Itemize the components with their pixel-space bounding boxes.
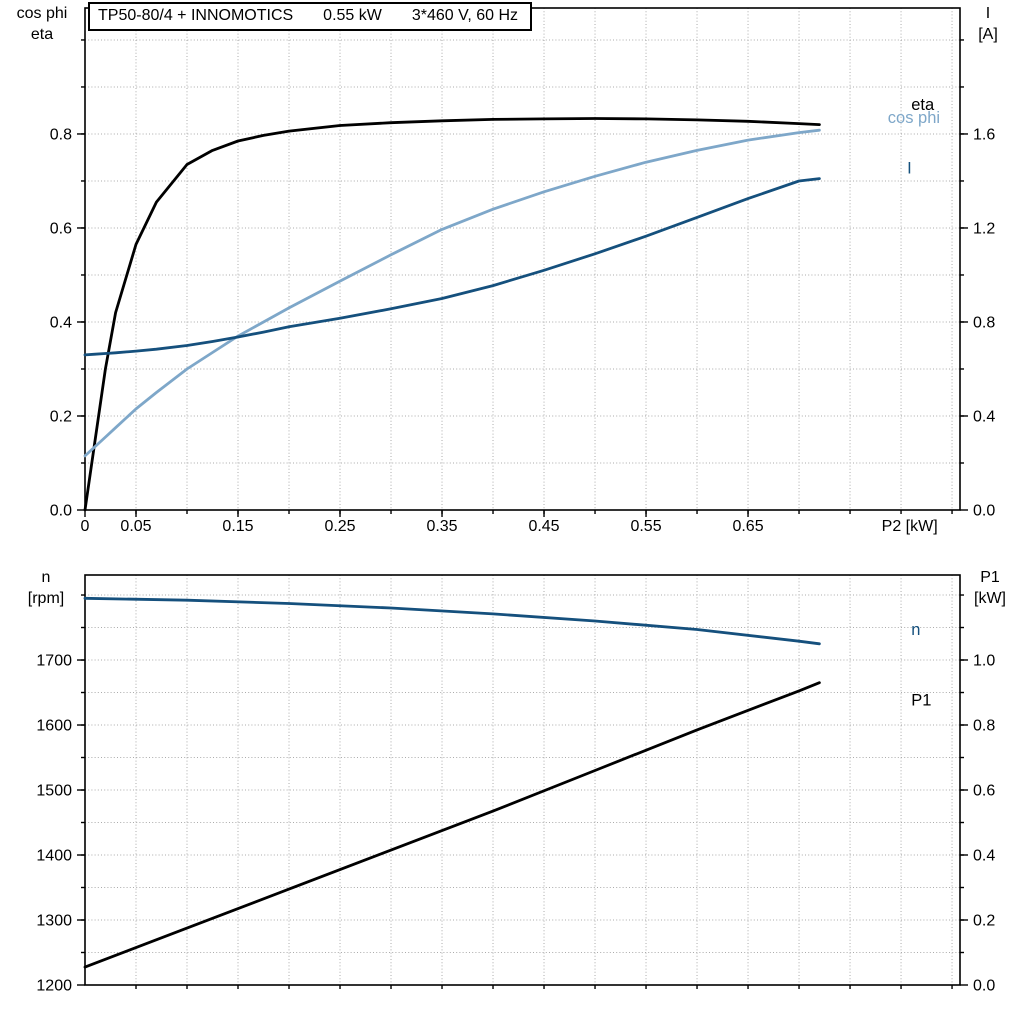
tick-label: 0.0 xyxy=(973,503,995,520)
tick-label: 1.2 xyxy=(973,220,995,237)
tick-label: 1.0 xyxy=(973,652,995,669)
tick-label: 0.2 xyxy=(973,912,995,929)
tick-label: 0.2 xyxy=(50,408,72,425)
tick-label: 0.55 xyxy=(630,518,661,535)
tick-label: 0.45 xyxy=(528,518,559,535)
tick-label: 0.0 xyxy=(50,503,72,520)
upper-chart-svg: 0 0.05 0.15 0.25 0.35 0.45 0.55 0.65 P2 [kW] 0.0 0… xyxy=(50,7,995,535)
tick-label: 0.4 xyxy=(973,847,995,864)
tick-label: 0.25 xyxy=(324,518,355,535)
tick-label: 0.0 xyxy=(973,978,995,995)
curve-label-P1: P1 xyxy=(911,691,931,709)
tick-label: 0.8 xyxy=(50,126,72,143)
tick-label: 0.8 xyxy=(973,314,995,331)
tick-label: 1400 xyxy=(36,848,72,865)
curve-label-cos-phi: cos phi xyxy=(888,109,940,127)
curve-P1 xyxy=(83,681,821,969)
tick-label: 1.6 xyxy=(973,126,995,143)
grid-lines xyxy=(85,8,960,510)
curve-n xyxy=(83,596,821,646)
tick-label: 0.05 xyxy=(120,518,151,535)
tick-label: 1200 xyxy=(36,978,72,995)
tick-label: 0.6 xyxy=(973,782,995,799)
grid-lines xyxy=(85,575,960,985)
tick-label: 1700 xyxy=(36,653,72,670)
title-model: TP50-80/4 + INNOMOTICS xyxy=(98,7,294,24)
current-axis-label: I xyxy=(985,5,991,22)
curve-cos-phi xyxy=(83,128,821,458)
tick-label: 0.15 xyxy=(222,518,253,535)
tick-label: 0 xyxy=(81,518,90,535)
speed-axis-label: n xyxy=(41,569,51,586)
speed-axis-unit: [rpm] xyxy=(27,589,65,607)
axis-ticks xyxy=(77,39,968,517)
curve-label-n: n xyxy=(911,621,920,639)
eta-axis-label: eta xyxy=(30,25,54,43)
curve-eta xyxy=(83,117,821,512)
curve-label-I: I xyxy=(907,159,912,177)
lower-right-axis-label: P1 [kW] xyxy=(964,568,1016,610)
tick-label: 0.4 xyxy=(50,314,72,331)
upper-left-axis-label: cos phi eta xyxy=(2,4,82,46)
cos-phi-axis-label: cos phi xyxy=(16,5,68,22)
x-axis-unit-label: P2 [kW] xyxy=(882,518,938,535)
axis-ticks xyxy=(77,594,968,989)
plot-border xyxy=(84,574,961,986)
tick-label: 1300 xyxy=(36,913,72,930)
tick-label: 0.65 xyxy=(732,518,763,535)
lower-chart-svg: 1200 1300 1400 1500 1600 1700 0.0 0.2 0.4 0.6 0.8 1… xyxy=(36,574,995,995)
title-power: 0.55 kW xyxy=(323,7,382,24)
curve-label-eta: eta xyxy=(911,96,935,114)
p1-axis-label: P1 xyxy=(980,569,1000,586)
tick-label: 0.6 xyxy=(50,220,72,237)
upper-right-axis-label: I [A] xyxy=(962,4,1014,46)
tick-label: 1600 xyxy=(36,718,72,735)
title-supply: 3*460 V, 60 Hz xyxy=(411,7,519,24)
tick-label: 1500 xyxy=(36,783,72,800)
tick-label: 0.8 xyxy=(973,717,995,734)
tick-label: 0.4 xyxy=(973,408,995,425)
tick-label: 0.35 xyxy=(426,518,457,535)
plot-border xyxy=(84,7,961,511)
lower-left-axis-label: n [rpm] xyxy=(6,568,86,610)
title-box: TP50-80/4 + INNOMOTICS 0.55 kW 3*460 V, … xyxy=(88,2,533,31)
curve-I xyxy=(83,177,821,357)
p1-axis-unit: [kW] xyxy=(974,589,1006,607)
current-axis-unit: [A] xyxy=(978,25,998,43)
